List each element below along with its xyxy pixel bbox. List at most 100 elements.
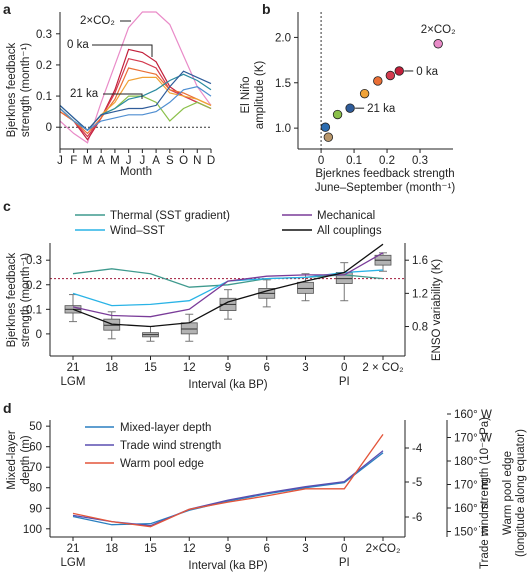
y-tick-label: 1.5 [275, 78, 291, 90]
x-tick-label: 2×CO₂ [366, 543, 401, 555]
x-tick-label: 15 [144, 362, 157, 374]
y-tick-label: 0.3 [36, 29, 52, 41]
y-tick-label: 0.1 [36, 91, 52, 103]
x-tick-label: 0.2 [379, 155, 395, 167]
panel-a-ylabel-1: Bjerknes feedback [6, 42, 18, 137]
y-tick-label: 0.1 [26, 304, 42, 316]
x-tick-label: 0 [341, 543, 347, 555]
y3-tick-label: 150° E [454, 527, 489, 539]
y2-tick-label: -5 [412, 477, 422, 489]
series-line-3 [72, 243, 384, 328]
scatter-point-7 [320, 122, 331, 132]
x-tick-label: J [57, 155, 63, 167]
panel-b-ylabel-1: El Niño [240, 76, 252, 113]
x-tick-label: S [166, 155, 174, 167]
annotation-line [103, 93, 143, 99]
x-tick-label: 12 [183, 543, 196, 555]
x-tick-label: 12 [183, 362, 196, 374]
y-tick-label: 100 [23, 524, 42, 536]
panel-c-letter: c [3, 198, 11, 214]
scatter-point-4 [359, 88, 370, 99]
x-tick-label: 21 [67, 543, 80, 555]
x-tick-label: M [83, 155, 93, 167]
panel-c: Thermal (SST gradient) Wind–SST Mechanical… [26, 210, 428, 388]
x-tick-label: 2 × CO₂ [362, 362, 403, 374]
annotation-line [92, 44, 153, 57]
y-tick-label: 90 [29, 503, 42, 515]
y-tick-label: 60 [29, 442, 42, 454]
x-tick-label: 15 [144, 543, 157, 555]
x-tick-label: 6 [264, 543, 270, 555]
panel-b: 1.0 1.5 2.0 0 0.1 0.2 0.3 2×CO₂ 0 ka 21 ka [275, 12, 456, 167]
panel-d-letter: d [3, 400, 12, 416]
panel-b-ylabel-2: amplitude (K) [254, 61, 266, 130]
y-tick-label: 0.2 [36, 60, 52, 72]
box-6 [297, 281, 314, 294]
y2-tick-label: -6 [412, 512, 422, 524]
y-tick-label: 0 [46, 122, 52, 134]
x-tick-label: M [110, 155, 120, 167]
x-tick-label: 18 [105, 543, 118, 555]
panel-c-ylabel-2: strength (month⁻¹) [20, 253, 32, 347]
y-tick-label: 0.3 [26, 255, 42, 267]
legend-label-1: Wind–SST [110, 225, 165, 237]
series-line-2 [72, 434, 384, 528]
x-tick-label: 9 [225, 362, 231, 374]
scatter-point-2 [385, 70, 396, 81]
y-tick-label: 80 [29, 483, 42, 495]
panel-d-y2label: Trade wind strength (10⁻² Pa) [479, 417, 491, 569]
series-line-3 [59, 67, 212, 135]
x-tick-label: 3 [302, 543, 308, 555]
x-tick-label: F [70, 155, 77, 167]
legend-label-2: Mechanical [317, 210, 375, 222]
annotation-0ka: 0 ka [67, 39, 89, 51]
scatter-point-3 [373, 76, 383, 86]
x-tick-label: D [207, 155, 215, 167]
x-tick-label: 6 [264, 362, 270, 374]
legend-label-0: Thermal (SST gradient) [110, 210, 230, 222]
x-tick-label: 3 [302, 362, 308, 374]
series-line-7 [59, 70, 212, 132]
panel-d-ylabel-1: Mixed-layer [6, 430, 18, 490]
y-tick-label: 50 [29, 421, 42, 433]
x-tick-sublabel: PI [339, 376, 350, 388]
panel-c-ylabel-1: Bjerknes feedback [6, 252, 18, 347]
x-tick-label: 0.3 [412, 155, 428, 167]
y-tick-label: 0.2 [26, 280, 42, 292]
series-line-6 [59, 73, 212, 132]
panel-c-xlabel: Interval (ka BP) [188, 379, 267, 391]
x-tick-label: 0 [341, 362, 347, 374]
series-line-4 [59, 76, 212, 132]
x-tick-sublabel: LGM [61, 376, 86, 388]
y2-tick-label: -4 [412, 443, 423, 455]
panel-d-ylabel-2: depth (m) [20, 435, 32, 484]
box-3 [180, 322, 198, 335]
x-tick-label: J [126, 155, 132, 167]
scatter-point-6 [332, 109, 343, 120]
panel-d-y3label-1: Warm pool edge [502, 451, 514, 535]
x-tick-sublabel: PI [339, 557, 350, 569]
x-tick-label: A [152, 155, 160, 167]
scatter-point-8 [323, 132, 334, 142]
panel-b-xlabel-1: Bjerknes feedback strength [315, 168, 454, 180]
y-tick-label: 2.0 [275, 32, 291, 44]
series-line-8 [59, 86, 212, 132]
y2-tick-label: 0.8 [412, 322, 428, 334]
y-tick-label: 0 [36, 329, 42, 341]
annotation-2xco2: 2×CO₂ [421, 24, 456, 36]
y3-tick-label: 160° E [454, 503, 489, 515]
panel-a-ylabel-2: strength (month⁻¹) [20, 43, 32, 137]
panel-b-letter: b [262, 1, 271, 17]
y3-tick-label: 170° W [454, 433, 492, 445]
y-tick-label: 1.0 [275, 123, 291, 135]
y3-tick-label: 170° E [454, 480, 489, 492]
scatter-point-0 [433, 39, 443, 49]
scatter-point-5 [345, 103, 355, 113]
x-tick-label: 0.1 [346, 155, 362, 167]
scatter-point-1 [394, 66, 404, 76]
y-tick-label: 70 [29, 462, 42, 474]
panel-d-y3label-2: (longitude along equator) [515, 429, 527, 557]
x-tick-label: N [193, 155, 201, 167]
